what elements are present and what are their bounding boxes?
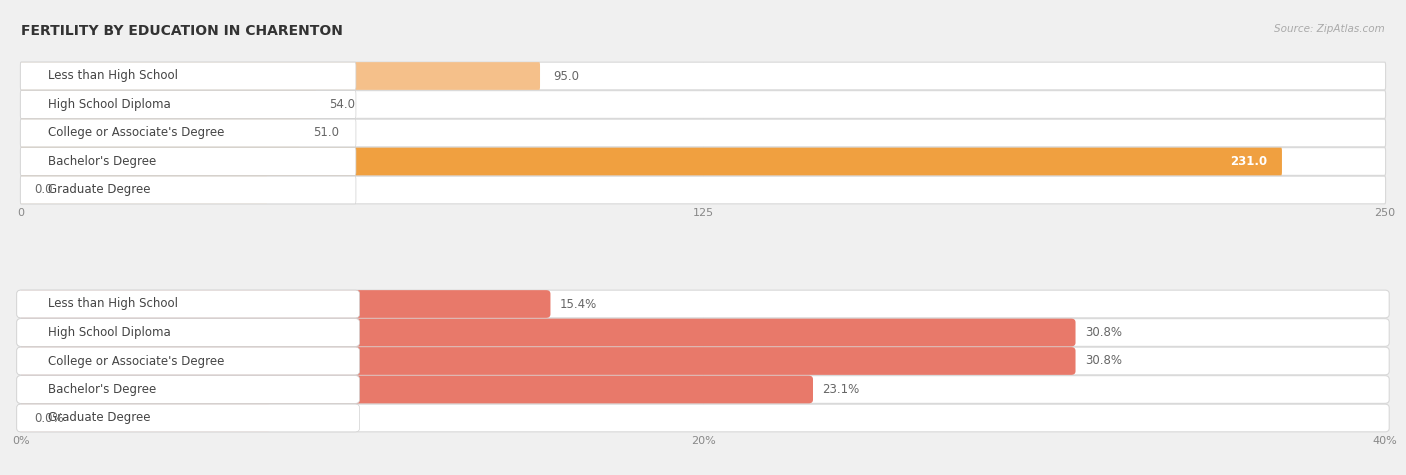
Text: Graduate Degree: Graduate Degree: [48, 183, 150, 197]
Text: Bachelor's Degree: Bachelor's Degree: [48, 155, 156, 168]
FancyBboxPatch shape: [21, 119, 356, 147]
Text: 231.0: 231.0: [1230, 155, 1268, 168]
FancyBboxPatch shape: [21, 119, 1385, 147]
FancyBboxPatch shape: [21, 62, 356, 90]
FancyBboxPatch shape: [17, 347, 360, 375]
FancyBboxPatch shape: [21, 91, 356, 118]
Text: 51.0: 51.0: [314, 126, 339, 140]
FancyBboxPatch shape: [17, 404, 360, 432]
FancyBboxPatch shape: [17, 376, 360, 403]
Text: High School Diploma: High School Diploma: [48, 326, 170, 339]
FancyBboxPatch shape: [21, 176, 356, 204]
FancyBboxPatch shape: [21, 91, 316, 118]
Text: Source: ZipAtlas.com: Source: ZipAtlas.com: [1274, 24, 1385, 34]
FancyBboxPatch shape: [17, 290, 1389, 318]
FancyBboxPatch shape: [21, 91, 1385, 118]
Text: 95.0: 95.0: [553, 69, 579, 83]
Text: Less than High School: Less than High School: [48, 297, 177, 311]
FancyBboxPatch shape: [17, 319, 360, 346]
Text: 30.8%: 30.8%: [1085, 354, 1122, 368]
Text: 54.0: 54.0: [329, 98, 356, 111]
FancyBboxPatch shape: [17, 319, 1076, 346]
Text: 0.0: 0.0: [35, 183, 53, 197]
Text: College or Associate's Degree: College or Associate's Degree: [48, 126, 224, 140]
FancyBboxPatch shape: [17, 404, 1389, 432]
FancyBboxPatch shape: [21, 148, 356, 175]
Text: College or Associate's Degree: College or Associate's Degree: [48, 354, 224, 368]
FancyBboxPatch shape: [17, 319, 1389, 346]
Text: High School Diploma: High School Diploma: [48, 98, 170, 111]
FancyBboxPatch shape: [21, 148, 1385, 175]
Text: FERTILITY BY EDUCATION IN CHARENTON: FERTILITY BY EDUCATION IN CHARENTON: [21, 24, 343, 38]
Text: Graduate Degree: Graduate Degree: [48, 411, 150, 425]
Text: Bachelor's Degree: Bachelor's Degree: [48, 383, 156, 396]
Text: 0.0%: 0.0%: [35, 411, 65, 425]
FancyBboxPatch shape: [17, 376, 813, 403]
FancyBboxPatch shape: [21, 176, 267, 204]
FancyBboxPatch shape: [17, 376, 1389, 403]
Text: 30.8%: 30.8%: [1085, 326, 1122, 339]
FancyBboxPatch shape: [17, 290, 551, 318]
FancyBboxPatch shape: [17, 404, 271, 432]
FancyBboxPatch shape: [21, 119, 299, 147]
FancyBboxPatch shape: [17, 347, 1076, 375]
FancyBboxPatch shape: [21, 176, 1385, 204]
FancyBboxPatch shape: [17, 347, 1389, 375]
Text: Less than High School: Less than High School: [48, 69, 177, 83]
FancyBboxPatch shape: [21, 148, 1282, 175]
Text: 15.4%: 15.4%: [560, 297, 598, 311]
FancyBboxPatch shape: [17, 290, 360, 318]
FancyBboxPatch shape: [21, 62, 540, 90]
FancyBboxPatch shape: [21, 62, 1385, 90]
Text: 23.1%: 23.1%: [823, 383, 859, 396]
